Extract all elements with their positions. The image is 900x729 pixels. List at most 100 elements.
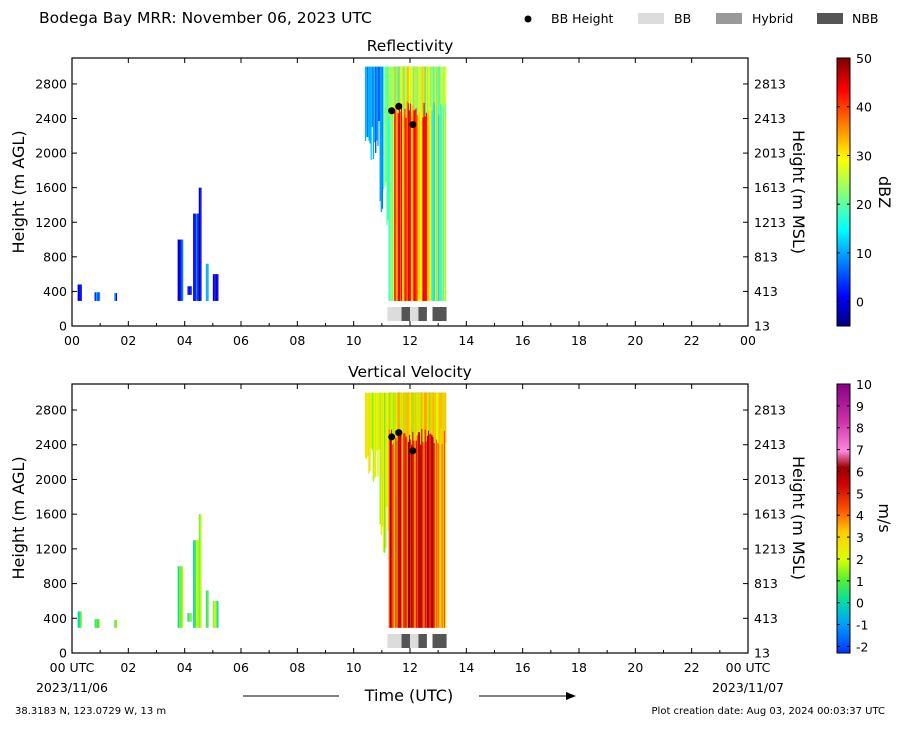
velocity-xlabel: Time (UTC)	[364, 686, 453, 705]
heatmap-cell	[382, 66, 385, 190]
heatmap-cell	[80, 284, 82, 301]
heatmap-cell	[405, 66, 407, 301]
heatmap-cell	[425, 66, 428, 301]
heatmap-cell	[440, 66, 442, 301]
figure-title: Bodega Bay MRR: November 06, 2023 UTC	[39, 9, 372, 27]
ytick-label-right: 2013	[754, 472, 786, 487]
heatmap-cell	[381, 66, 384, 209]
heatmap-cell	[398, 66, 400, 301]
heatmap-cell	[77, 284, 80, 301]
velocity-heatmap	[77, 392, 447, 628]
heatmap-cell	[443, 66, 446, 301]
heatmap-cell	[217, 274, 219, 301]
reflectivity-colorbar-label: dBZ	[875, 176, 894, 208]
heatmap-cell	[422, 392, 424, 442]
heatmap-cell	[412, 392, 414, 628]
colorbar-tick-label: 50	[856, 51, 872, 66]
heatmap-cell	[413, 66, 415, 301]
heatmap-cell	[440, 392, 442, 428]
footer-creation-date: Plot creation date: Aug 03, 2024 00:03:3…	[652, 706, 885, 717]
heatmap-cell	[364, 66, 367, 141]
colorbar-tick-label: 5	[856, 486, 864, 501]
heatmap-cell	[429, 66, 431, 301]
heatmap-cell	[393, 392, 395, 628]
heatmap-cell	[423, 66, 425, 301]
ytick-label: 0	[59, 646, 67, 661]
heatmap-cell	[390, 66, 393, 301]
heatmap-cell	[416, 66, 419, 116]
bb-type-segment-nbb	[418, 634, 427, 648]
heatmap-cell	[97, 292, 99, 301]
heatmap-cell	[444, 392, 447, 628]
xtick-label: 10	[346, 660, 362, 675]
heatmap-cell	[411, 392, 413, 628]
heatmap-cell	[388, 66, 390, 118]
legend-label-bb-height: BB Height	[551, 11, 614, 26]
heatmap-cell	[434, 392, 437, 433]
heatmap-cell	[397, 66, 399, 114]
ytick-label-right: 2013	[754, 146, 786, 161]
heatmap-cell	[393, 392, 395, 443]
heatmap-cell	[428, 392, 430, 628]
heatmap-cell	[420, 392, 422, 628]
heatmap-cell	[442, 392, 444, 628]
colorbar-tick-label: 0	[856, 295, 864, 310]
heatmap-cell	[431, 66, 433, 111]
xtick-label: 04	[177, 333, 193, 348]
heatmap-cell	[198, 514, 201, 628]
heatmap-cell	[438, 66, 440, 301]
bb-height-point	[409, 121, 417, 129]
xtick-label: 22	[684, 333, 700, 348]
reflectivity-bb-height-points	[388, 102, 417, 129]
heatmap-cell	[402, 392, 404, 628]
heatmap-cell	[420, 66, 422, 301]
heatmap-cell	[403, 66, 405, 301]
heatmap-cell	[386, 392, 388, 508]
heatmap-cell	[395, 66, 397, 301]
xtick-label: 18	[571, 660, 587, 675]
heatmap-cell	[416, 392, 419, 628]
heatmap-cell	[207, 590, 209, 628]
heatmap-cell	[395, 392, 397, 628]
heatmap-cell	[195, 213, 198, 301]
heatmap-cell	[215, 600, 218, 628]
heatmap-cell	[412, 392, 414, 432]
heatmap-cell	[437, 392, 439, 628]
heatmap-cell	[205, 590, 208, 628]
heatmap-cell	[381, 392, 384, 527]
colorbar-tick-label: 30	[856, 148, 872, 163]
heatmap-cell	[437, 392, 439, 443]
heatmap-cell	[98, 619, 101, 628]
bb-height-point	[388, 107, 396, 115]
heatmap-cell	[425, 66, 428, 113]
heatmap-cell	[379, 66, 381, 202]
heatmap-cell	[407, 392, 410, 628]
heatmap-cell	[389, 66, 391, 107]
xtick-label: 14	[458, 333, 474, 348]
heatmap-cell	[378, 392, 380, 450]
heatmap-cell	[422, 66, 424, 118]
colorbar-tick-label: 20	[856, 197, 872, 212]
xtick-label: 00 UTC	[50, 660, 95, 675]
reflectivity-heatmap	[77, 66, 447, 301]
heatmap-cell	[394, 392, 396, 628]
heatmap-cell	[177, 239, 180, 301]
heatmap-cell	[94, 292, 96, 301]
heatmap-cell	[398, 66, 400, 103]
heatmap-cell	[432, 66, 434, 105]
heatmap-cell	[399, 66, 402, 301]
velocity-title: Vertical Velocity	[348, 363, 472, 381]
heatmap-cell	[408, 66, 411, 111]
heatmap-cell	[423, 392, 425, 628]
heatmap-cell	[430, 392, 432, 434]
ytick-label: 400	[43, 284, 67, 299]
heatmap-cell	[403, 392, 405, 434]
heatmap-cell	[441, 392, 443, 444]
heatmap-cell	[426, 392, 429, 628]
heatmap-cell	[430, 392, 432, 628]
heatmap-cell	[408, 392, 411, 435]
heatmap-cell	[435, 66, 438, 117]
heatmap-cell	[424, 392, 426, 628]
x-date-end: 2023/11/07	[712, 680, 784, 695]
heatmap-cell	[410, 392, 412, 628]
